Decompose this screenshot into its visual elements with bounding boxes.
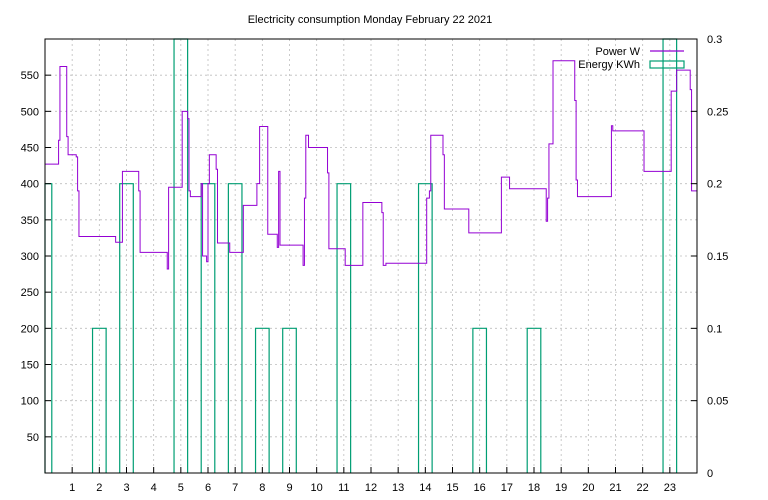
power-series <box>45 60 697 270</box>
x-tick-label: 6 <box>205 482 211 494</box>
x-tick-label: 16 <box>474 482 486 494</box>
energy-bar <box>417 183 433 473</box>
x-tick-label: 2 <box>96 482 102 494</box>
x-tick-label: 22 <box>637 482 649 494</box>
y2-tick-label: 0.15 <box>707 251 728 263</box>
y-tick-label: 200 <box>21 323 39 335</box>
x-tick-label: 14 <box>419 482 431 494</box>
y2-tick-label: 0.3 <box>707 34 722 46</box>
y-tick-label: 300 <box>21 251 39 263</box>
x-tick-label: 8 <box>259 482 265 494</box>
y-tick-label: 400 <box>21 179 39 191</box>
energy-bar <box>254 327 270 473</box>
x-tick-label: 10 <box>311 482 323 494</box>
energy-bar <box>227 183 243 473</box>
x-tick-label: 20 <box>582 482 594 494</box>
energy-bar <box>91 327 107 473</box>
chart-title: Electricity consumption Monday February … <box>248 14 493 26</box>
y-tick-label: 500 <box>21 106 39 118</box>
axis-ticks: 50 100 150 200 250 300 350 400 450 500 550 0 0.05 0.1… <box>21 34 729 494</box>
y2-tick-label: 0.1 <box>707 323 722 335</box>
energy-bar <box>119 183 134 473</box>
y2-tick-label: 0.25 <box>707 106 728 118</box>
x-tick-label: 11 <box>338 482 349 494</box>
y-tick-label: 550 <box>21 70 39 82</box>
legend-label-power: Power W <box>595 46 640 58</box>
x-tick-label: 9 <box>286 482 292 494</box>
y2-tick-label: 0.2 <box>707 179 722 191</box>
x-tick-label: 4 <box>151 482 157 494</box>
x-tick-label: 23 <box>664 482 676 494</box>
x-tick-label: 7 <box>232 482 238 494</box>
y-tick-label: 50 <box>27 432 39 444</box>
energy-series <box>44 38 678 473</box>
x-tick-label: 17 <box>501 482 513 494</box>
grid <box>45 39 697 473</box>
x-tick-label: 3 <box>123 482 129 494</box>
y-tick-label: 100 <box>21 396 39 408</box>
x-tick-label: 19 <box>555 482 567 494</box>
energy-bar <box>336 183 352 473</box>
legend-label-energy: Energy KWh <box>578 59 640 71</box>
legend: Power W Energy KWh <box>578 46 685 71</box>
energy-bar <box>526 327 542 473</box>
x-tick-label: 15 <box>446 482 458 494</box>
x-tick-label: 5 <box>178 482 184 494</box>
energy-bar <box>282 327 297 473</box>
y-tick-label: 450 <box>21 143 39 155</box>
energy-bar <box>472 327 488 473</box>
x-tick-label: 1 <box>69 482 75 494</box>
legend-swatch-energy <box>649 60 685 69</box>
y2-tick-label: 0.05 <box>707 396 728 408</box>
x-tick-label: 12 <box>365 482 377 494</box>
x-tick-label: 13 <box>392 482 404 494</box>
y2-tick-label: 0 <box>707 468 713 480</box>
y-tick-label: 350 <box>21 215 39 227</box>
x-tick-label: 21 <box>609 482 621 494</box>
x-tick-label: 18 <box>528 482 540 494</box>
y-tick-label: 150 <box>21 360 39 372</box>
y-tick-label: 250 <box>21 287 39 299</box>
power-line <box>45 60 697 270</box>
